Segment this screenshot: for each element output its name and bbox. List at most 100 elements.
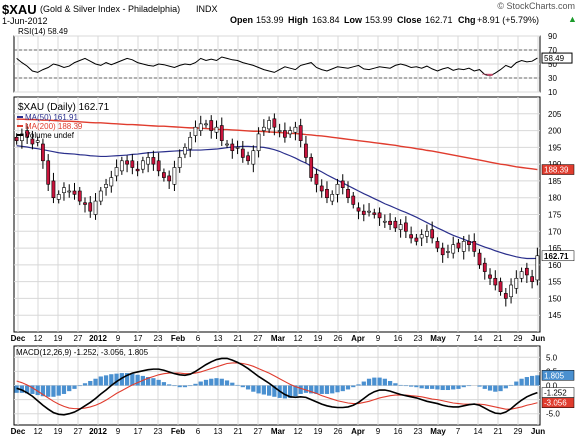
candle-body [151, 157, 156, 165]
price-legend-entry: Volume undef [25, 131, 75, 140]
x-tick-label-bottom: 27 [254, 427, 263, 436]
x-tick-label-bottom: 9 [116, 427, 121, 436]
macd-histogram-bar [398, 384, 403, 386]
candle-body [403, 222, 408, 232]
x-tick-label-bottom: Mar [271, 427, 285, 436]
candle-body [183, 147, 187, 155]
macd-histogram-bar [88, 380, 93, 386]
macd-histogram-bar [314, 385, 319, 394]
x-tick-label: Apr [351, 334, 365, 343]
macd-histogram-bar [230, 382, 235, 386]
macd-histogram-bar [356, 384, 361, 386]
candle-body [104, 183, 108, 188]
macd-hist-value-label: 1.805 [544, 371, 565, 380]
macd-histogram-bar [251, 385, 256, 392]
candle-body [230, 143, 235, 152]
x-tick-label-bottom: 27 [74, 427, 83, 436]
macd-histogram-bar [466, 385, 472, 387]
candle-body [20, 133, 24, 141]
chart-header: $XAU (Gold & Silver Index - Philadelphia… [0, 0, 579, 28]
price-legend-entry: $XAU (Daily) 162.71 [18, 102, 110, 113]
macd-histogram-bar [67, 385, 72, 392]
candle-body [346, 189, 350, 199]
macd-histogram-bar [46, 385, 51, 397]
macd-histogram-bar [161, 382, 167, 386]
x-tick-label: 26 [334, 334, 343, 343]
candle-body [88, 202, 93, 212]
macd-histogram-bar [209, 378, 214, 386]
candle-body [309, 157, 314, 178]
low-label: Low [344, 15, 362, 25]
x-tick-label: 7 [456, 334, 461, 343]
macd-histogram-bar [498, 385, 503, 392]
candle-body [72, 190, 77, 195]
x-tick-label-bottom: 17 [134, 427, 143, 436]
macd-histogram-bar [98, 376, 103, 386]
macd-histogram-bar [109, 374, 114, 386]
macd-histogram-bar [351, 385, 356, 388]
rsi-value-box [541, 52, 573, 64]
macd-histogram-bar [198, 381, 203, 386]
candle-body [377, 212, 382, 219]
x-tick-label: 21 [494, 334, 503, 343]
rsi-series: 10 30 50 70 90 RSI(14) 58.49 [14, 27, 557, 97]
macd-histogram-bar [372, 377, 377, 386]
candle-body [35, 140, 40, 143]
macd-histogram-bar [240, 385, 245, 388]
candle-body [535, 255, 540, 281]
macd-histogram-bar [151, 378, 156, 386]
macd-histogram-bar [103, 375, 109, 386]
candle-body [46, 160, 51, 185]
candle-body [240, 148, 245, 158]
rsi-legend: RSI(14) 58.49 [18, 27, 68, 36]
candle-body [440, 247, 445, 256]
macd-histogram-bar [172, 385, 177, 387]
macd-histogram-bar [146, 377, 151, 386]
macd-hist-value-label-box [541, 370, 575, 381]
macd-histogram-bar [214, 378, 219, 386]
candle-body [209, 120, 214, 131]
x-tick-label: 16 [394, 334, 403, 343]
macd-histogram-bar [361, 381, 366, 386]
macd-histogram-bar [272, 385, 277, 397]
macd-histogram-bar [419, 385, 424, 389]
candle-body [430, 229, 435, 239]
candle-body [477, 252, 482, 266]
macd-histogram-bar [256, 385, 261, 394]
macd-histogram-bar [40, 385, 46, 397]
macd-histogram-bar [82, 383, 88, 386]
candle-body [488, 274, 492, 279]
candle-body [93, 200, 98, 215]
candle-body [493, 277, 498, 286]
candle-body [451, 244, 456, 254]
candle-body [114, 167, 119, 177]
candle-body [172, 167, 177, 185]
x-tick-label: 23 [414, 334, 423, 343]
ma200-value-label: 188.39 [544, 166, 569, 175]
x-tick-label: 12 [294, 334, 303, 343]
candle-body [283, 130, 287, 138]
macd-histogram-bar [461, 385, 466, 388]
macd-histogram-bar [35, 385, 40, 396]
macd-histogram-bar [493, 385, 498, 392]
candle-body [419, 234, 424, 239]
candle-body [382, 220, 387, 223]
macd-histogram-bar [177, 385, 182, 388]
macd-histogram-bar [119, 373, 124, 386]
candle-body [530, 276, 534, 282]
symbol-description: (Gold & Silver Index - Philadelphia) [40, 4, 181, 14]
chart-date: 1-Jun-2012 [2, 16, 48, 26]
price-tick-label: 185 [548, 177, 562, 186]
macd-histogram-bar [377, 377, 382, 386]
candle-body [162, 172, 166, 178]
x-tick-label: 21 [234, 334, 243, 343]
candle-body [298, 125, 303, 141]
macd-histogram-bar [330, 385, 335, 394]
macd-histogram-bar [167, 384, 172, 386]
macd-histogram-bar [366, 378, 372, 386]
candle-body [319, 185, 324, 192]
x-tick-label-bottom: 19 [54, 427, 63, 436]
open-value: 153.99 [256, 15, 284, 25]
macd-histogram-bar [435, 385, 440, 390]
